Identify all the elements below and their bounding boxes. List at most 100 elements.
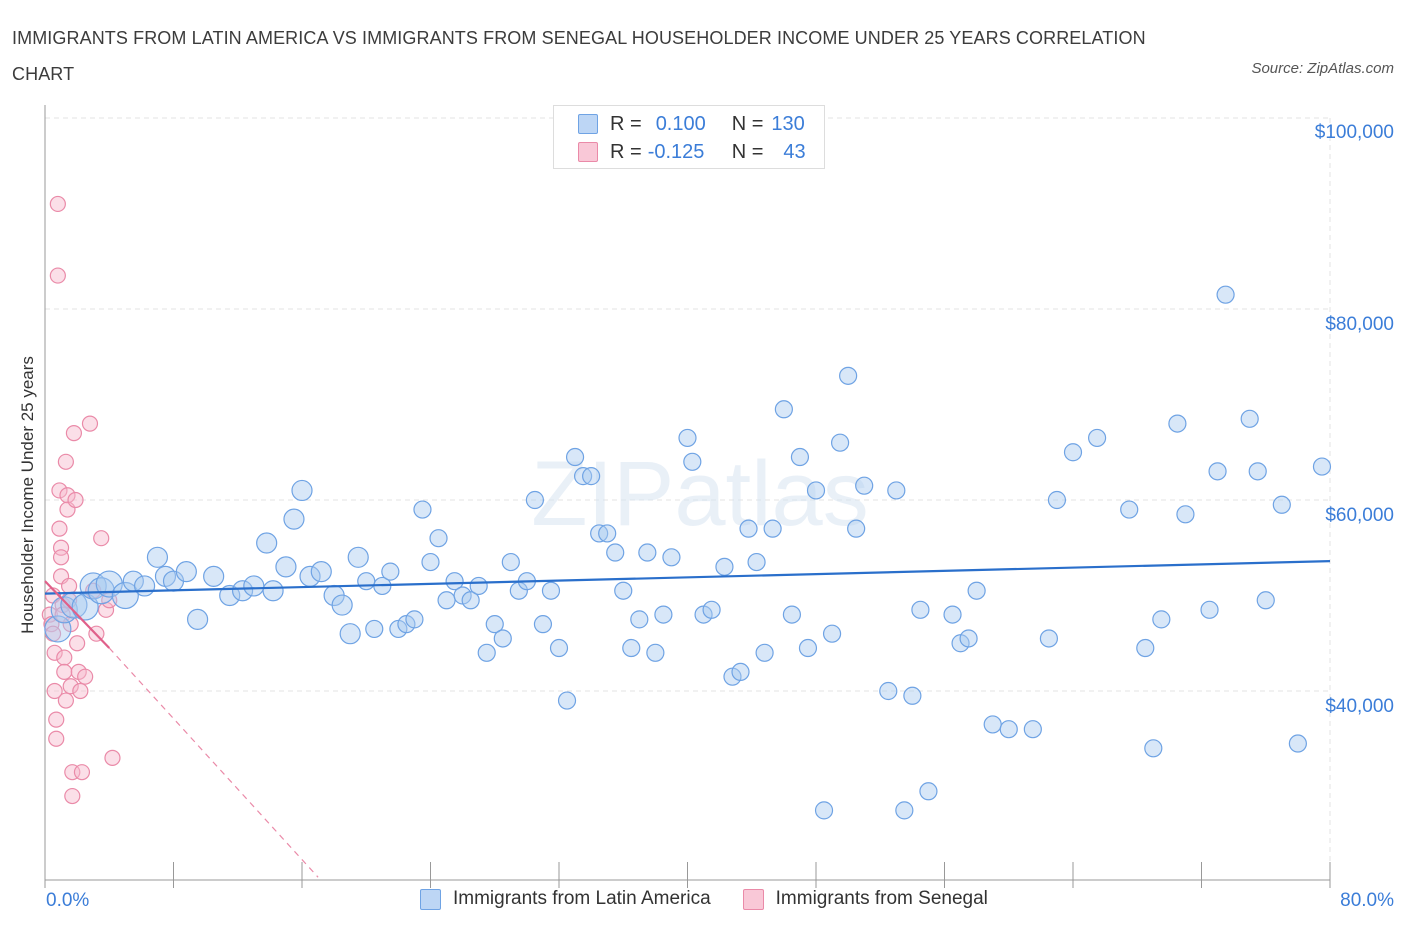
data-point-latin-america [1256, 591, 1275, 610]
data-point-senegal [49, 195, 66, 213]
data-point-latin-america [95, 570, 123, 598]
series-legend: Immigrants from Latin America Immigrants… [420, 888, 1020, 910]
series-latin-america-points [44, 285, 1332, 820]
data-point-senegal [56, 649, 73, 666]
data-point-latin-america [1272, 495, 1291, 514]
data-point-latin-america [1248, 462, 1267, 481]
data-point-latin-america [715, 557, 734, 576]
data-point-latin-america [798, 638, 818, 658]
data-point-latin-america [1176, 505, 1195, 524]
legend-swatch-latin-america [578, 114, 598, 134]
legend-n-label: N = [731, 140, 764, 163]
data-point-senegal [65, 425, 83, 442]
data-point-latin-america [814, 801, 834, 820]
legend-label-latin-america: Immigrants from Latin America [453, 888, 711, 909]
data-point-senegal [52, 539, 70, 556]
data-point-senegal [59, 487, 76, 504]
data-point-senegal [72, 682, 89, 700]
data-point-senegal [60, 577, 78, 595]
data-point-latin-america [493, 629, 512, 648]
data-point-senegal [104, 749, 121, 766]
data-point-latin-america [763, 519, 782, 538]
y-tick-label: $100,000 [1314, 122, 1394, 143]
legend-n-label: N = [731, 112, 764, 135]
data-point-latin-america [461, 591, 480, 610]
data-point-latin-america [283, 508, 305, 530]
data-point-senegal [77, 668, 94, 685]
data-point-latin-america [822, 624, 842, 643]
data-point-latin-america [739, 519, 758, 538]
data-point-latin-america [501, 552, 520, 572]
data-point-latin-america [782, 605, 802, 624]
stats-legend: R = 0.100 N = 130 R = -0.125 N = 43 [553, 105, 825, 169]
data-point-latin-america [381, 562, 400, 581]
data-point-senegal [64, 787, 81, 805]
data-point-latin-america [983, 715, 1002, 734]
legend-r-label: R = [610, 140, 642, 163]
x-tick-label-min: 0.0% [46, 890, 90, 911]
data-point-latin-america [855, 476, 874, 495]
data-point-latin-america [485, 615, 504, 634]
data-point-latin-america [111, 581, 139, 610]
data-point-latin-america [1047, 490, 1067, 510]
data-point-latin-america [903, 686, 922, 705]
data-point-latin-america [557, 691, 577, 710]
data-point-senegal [57, 692, 74, 709]
data-point-latin-america [525, 490, 545, 510]
data-point-latin-america [146, 546, 169, 568]
data-point-latin-america [1208, 462, 1227, 481]
data-point-senegal [81, 415, 99, 432]
x-tick-label-max: 80.0% [1340, 890, 1394, 911]
legend-swatch-senegal [742, 888, 764, 910]
data-point-latin-america [1136, 638, 1155, 658]
data-point-latin-america [186, 608, 209, 630]
data-point-latin-america [847, 519, 866, 538]
data-point-latin-america [469, 576, 488, 596]
y-tick-label: $40,000 [1325, 696, 1394, 717]
data-point-latin-america [614, 581, 633, 600]
data-point-senegal [57, 453, 74, 470]
data-point-latin-america [1312, 457, 1332, 476]
data-point-latin-america [429, 529, 448, 548]
data-point-latin-america [1168, 414, 1187, 433]
data-point-latin-america [646, 643, 665, 662]
data-point-latin-america [365, 619, 384, 639]
data-point-latin-america [533, 615, 553, 634]
data-point-latin-america [943, 605, 962, 624]
legend-r-label: R = [610, 112, 642, 135]
data-point-latin-america [1152, 610, 1171, 629]
data-point-latin-america [582, 467, 601, 486]
trend-line-latin-america [44, 560, 1331, 595]
data-point-latin-america [331, 594, 353, 616]
data-point-latin-america [755, 643, 774, 662]
data-point-latin-america [291, 479, 313, 502]
data-point-latin-america [638, 543, 657, 562]
data-point-latin-america [477, 643, 496, 662]
legend-n-value: 43 [783, 140, 806, 163]
watermark: ZIPatlas [531, 443, 868, 545]
y-tick-label: $80,000 [1325, 314, 1394, 335]
data-point-latin-america [731, 662, 750, 682]
data-point-latin-america [405, 610, 424, 629]
legend-swatch-latin-america [420, 888, 441, 910]
y-tick-label: $60,000 [1325, 505, 1394, 526]
data-point-latin-america [702, 600, 721, 619]
data-point-latin-america [219, 584, 241, 607]
data-point-senegal [48, 711, 65, 728]
data-point-latin-america [1200, 600, 1219, 619]
legend-n-value: 130 [771, 112, 805, 135]
data-point-latin-america [71, 593, 99, 621]
data-point-latin-america [1023, 720, 1042, 739]
data-point-latin-america [133, 575, 156, 597]
data-point-latin-america [806, 481, 826, 500]
data-point-senegal [48, 730, 65, 747]
data-point-latin-america [630, 610, 649, 629]
data-point-latin-america [231, 580, 254, 602]
data-point-latin-america [967, 581, 986, 600]
data-point-senegal [51, 482, 68, 499]
data-point-senegal [73, 764, 91, 781]
data-point-senegal [52, 549, 70, 566]
legend-row-senegal: R = -0.125 N = 43 [578, 140, 806, 164]
data-point-latin-america [774, 400, 793, 419]
data-point-latin-america [549, 638, 569, 658]
